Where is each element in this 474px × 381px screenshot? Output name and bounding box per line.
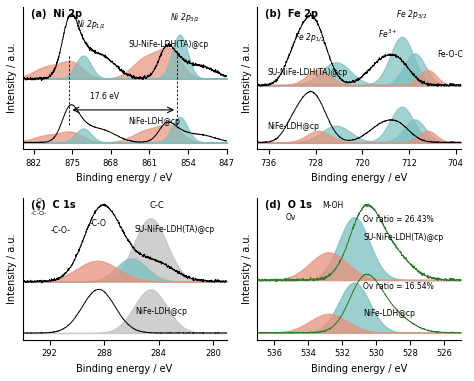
Text: (c)  C 1s: (c) C 1s: [31, 200, 75, 210]
Y-axis label: Intensity / a.u.: Intensity / a.u.: [7, 43, 17, 113]
Text: -C-O: -C-O: [90, 219, 107, 228]
Text: Ov ratio = 16.54%: Ov ratio = 16.54%: [364, 282, 434, 291]
X-axis label: Binding energy / eV: Binding energy / eV: [311, 173, 407, 183]
X-axis label: Binding energy / eV: Binding energy / eV: [76, 173, 173, 183]
X-axis label: Binding energy / eV: Binding energy / eV: [76, 364, 173, 374]
Text: SU-NiFe-LDH(TA)@cp: SU-NiFe-LDH(TA)@cp: [364, 233, 444, 242]
Text: 17.6 eV: 17.6 eV: [90, 92, 119, 101]
X-axis label: Binding energy / eV: Binding energy / eV: [311, 364, 407, 374]
Text: (b)  Fe 2p: (b) Fe 2p: [265, 9, 319, 19]
Text: -C-O-: -C-O-: [51, 226, 71, 235]
Text: Ni 2$p_{1/2}$: Ni 2$p_{1/2}$: [75, 18, 105, 31]
Y-axis label: Intensity / a.u.: Intensity / a.u.: [242, 234, 252, 304]
Text: Fe 2$p_{3/2}$: Fe 2$p_{3/2}$: [396, 8, 427, 21]
Text: NiFe-LDH@cp: NiFe-LDH@cp: [267, 122, 319, 131]
Text: (a)  Ni 2p: (a) Ni 2p: [31, 9, 82, 19]
Text: (d)  O 1s: (d) O 1s: [265, 200, 312, 210]
Text: Fe 2$p_{1/2}$: Fe 2$p_{1/2}$: [294, 31, 325, 44]
Text: SU-NiFe-LDH(TA)@cp: SU-NiFe-LDH(TA)@cp: [267, 68, 347, 77]
Y-axis label: Intensity / a.u.: Intensity / a.u.: [7, 234, 17, 304]
Text: $·$O
||
-C-O-: $·$O || -C-O-: [31, 195, 47, 216]
Text: M-OH: M-OH: [322, 200, 344, 210]
Text: Fe$^{3+}$: Fe$^{3+}$: [378, 28, 397, 40]
Text: SU-NiFe-LDH(TA)@cp: SU-NiFe-LDH(TA)@cp: [135, 225, 215, 234]
Y-axis label: Intensity / a.u.: Intensity / a.u.: [242, 43, 252, 113]
Text: Ni 2$p_{3/2}$: Ni 2$p_{3/2}$: [170, 11, 200, 24]
Text: Ov: Ov: [286, 213, 296, 223]
Text: Ov ratio = 26.43%: Ov ratio = 26.43%: [364, 215, 434, 224]
Text: NiFe-LDH@cp: NiFe-LDH@cp: [135, 307, 187, 316]
Text: NiFe-LDH@cp: NiFe-LDH@cp: [128, 117, 181, 125]
Text: Fe-O-C: Fe-O-C: [437, 50, 463, 59]
Text: C-C: C-C: [149, 200, 164, 210]
Text: NiFe-LDH@cp: NiFe-LDH@cp: [364, 309, 415, 318]
Text: SU-NiFe-LDH(TA)@cp: SU-NiFe-LDH(TA)@cp: [128, 40, 209, 49]
